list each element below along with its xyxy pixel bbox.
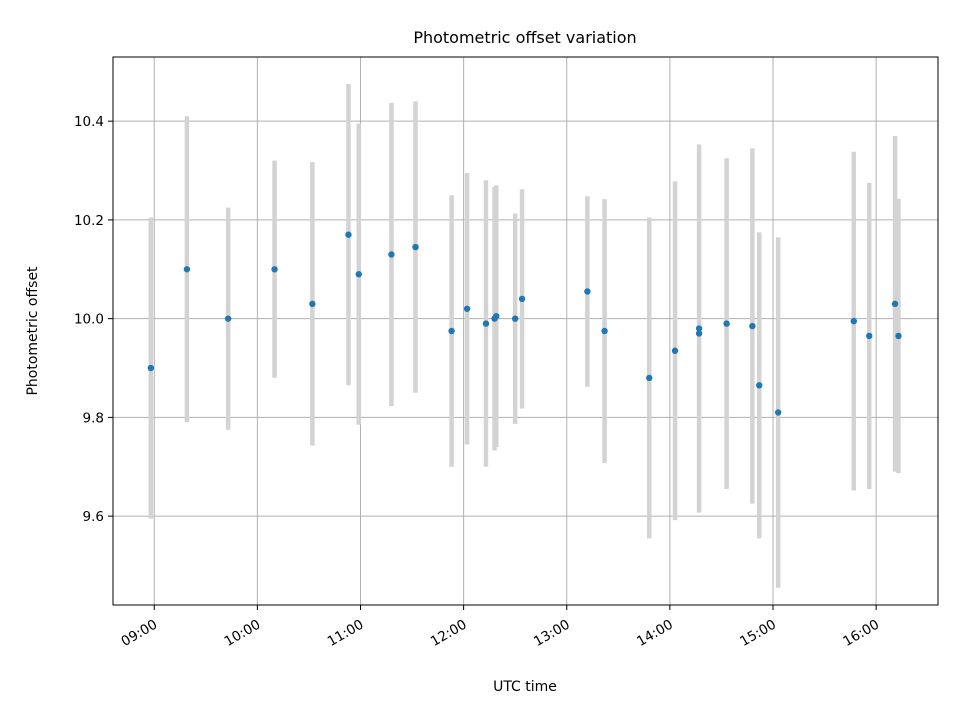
- data-point: [448, 327, 455, 335]
- errorbar-layer: [148, 84, 901, 588]
- data-point: [463, 305, 471, 312]
- data-point: [388, 251, 395, 258]
- data-point: [601, 327, 608, 335]
- y-tick-label: 10.4: [74, 114, 104, 130]
- y-tick-label: 9.8: [83, 410, 104, 426]
- data-point: [183, 266, 191, 273]
- data-point: [895, 332, 902, 340]
- y-tick-label: 10.0: [74, 312, 104, 328]
- data-point: [147, 364, 155, 372]
- data-point: [866, 332, 873, 340]
- data-point: [774, 409, 782, 416]
- grid-layer: [113, 57, 938, 605]
- data-point: [355, 271, 362, 278]
- x-axis-label: UTC time: [493, 679, 557, 695]
- data-point: [695, 325, 703, 332]
- x-tick-label: 09:00: [119, 617, 161, 650]
- data-point: [412, 243, 419, 251]
- y-axis-label: Photometric offset: [25, 266, 41, 396]
- y-tick-label: 10.2: [74, 213, 104, 229]
- data-point: [345, 231, 352, 238]
- y-tick-label: 9.6: [83, 509, 104, 525]
- data-point: [756, 382, 763, 389]
- x-tick-label: 12:00: [428, 617, 470, 650]
- x-tick-label: 13:00: [531, 617, 573, 650]
- point-layer: [147, 231, 902, 416]
- data-point: [695, 330, 703, 337]
- data-point: [723, 320, 730, 327]
- data-point: [584, 288, 591, 295]
- x-tick-label: 10:00: [222, 617, 264, 650]
- data-point: [891, 300, 899, 308]
- data-point: [850, 317, 857, 325]
- x-tick-label: 15:00: [737, 617, 779, 650]
- data-point: [511, 315, 519, 322]
- x-tick-label: 14:00: [634, 617, 676, 650]
- data-point: [271, 266, 278, 273]
- chart-title: Photometric offset variation: [413, 28, 636, 47]
- data-point: [646, 374, 653, 382]
- data-point: [309, 300, 316, 308]
- data-point: [671, 347, 679, 354]
- data-point: [224, 315, 232, 322]
- data-point: [749, 322, 756, 330]
- data-point: [518, 295, 526, 303]
- x-tick-label: 16:00: [840, 617, 882, 650]
- data-point: [493, 312, 500, 320]
- x-tick-label: 11:00: [325, 617, 367, 650]
- data-point: [482, 320, 490, 327]
- plot-frame: [112, 56, 939, 606]
